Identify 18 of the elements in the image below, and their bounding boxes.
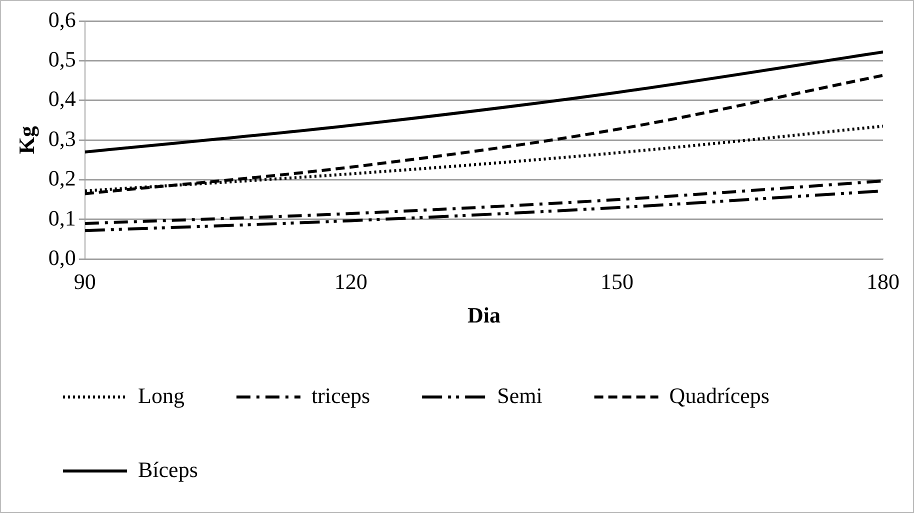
x-tick-label: 150 xyxy=(600,269,634,294)
legend-label: Semi xyxy=(497,382,542,408)
x-tick-label: 180 xyxy=(866,269,900,294)
y-tick-label: 0,0 xyxy=(48,244,76,270)
x-tick-label: 90 xyxy=(74,269,96,294)
x-axis-title: Dia xyxy=(467,302,500,328)
legend-label: triceps xyxy=(311,382,370,408)
y-tick-label: 0,4 xyxy=(48,86,76,112)
legend-label: Bíceps xyxy=(138,456,198,482)
legend-label: Quadríceps xyxy=(669,382,770,408)
y-tick-label: 0,1 xyxy=(48,205,76,230)
legend-label: Long xyxy=(138,382,184,408)
y-axis-title: Kg xyxy=(14,126,39,154)
y-tick-label: 0,3 xyxy=(48,126,76,151)
y-tick-label: 0,6 xyxy=(48,6,76,32)
y-tick-label: 0,2 xyxy=(48,166,76,191)
x-tick-label: 120 xyxy=(334,269,368,294)
y-tick-label: 0,5 xyxy=(48,46,76,72)
